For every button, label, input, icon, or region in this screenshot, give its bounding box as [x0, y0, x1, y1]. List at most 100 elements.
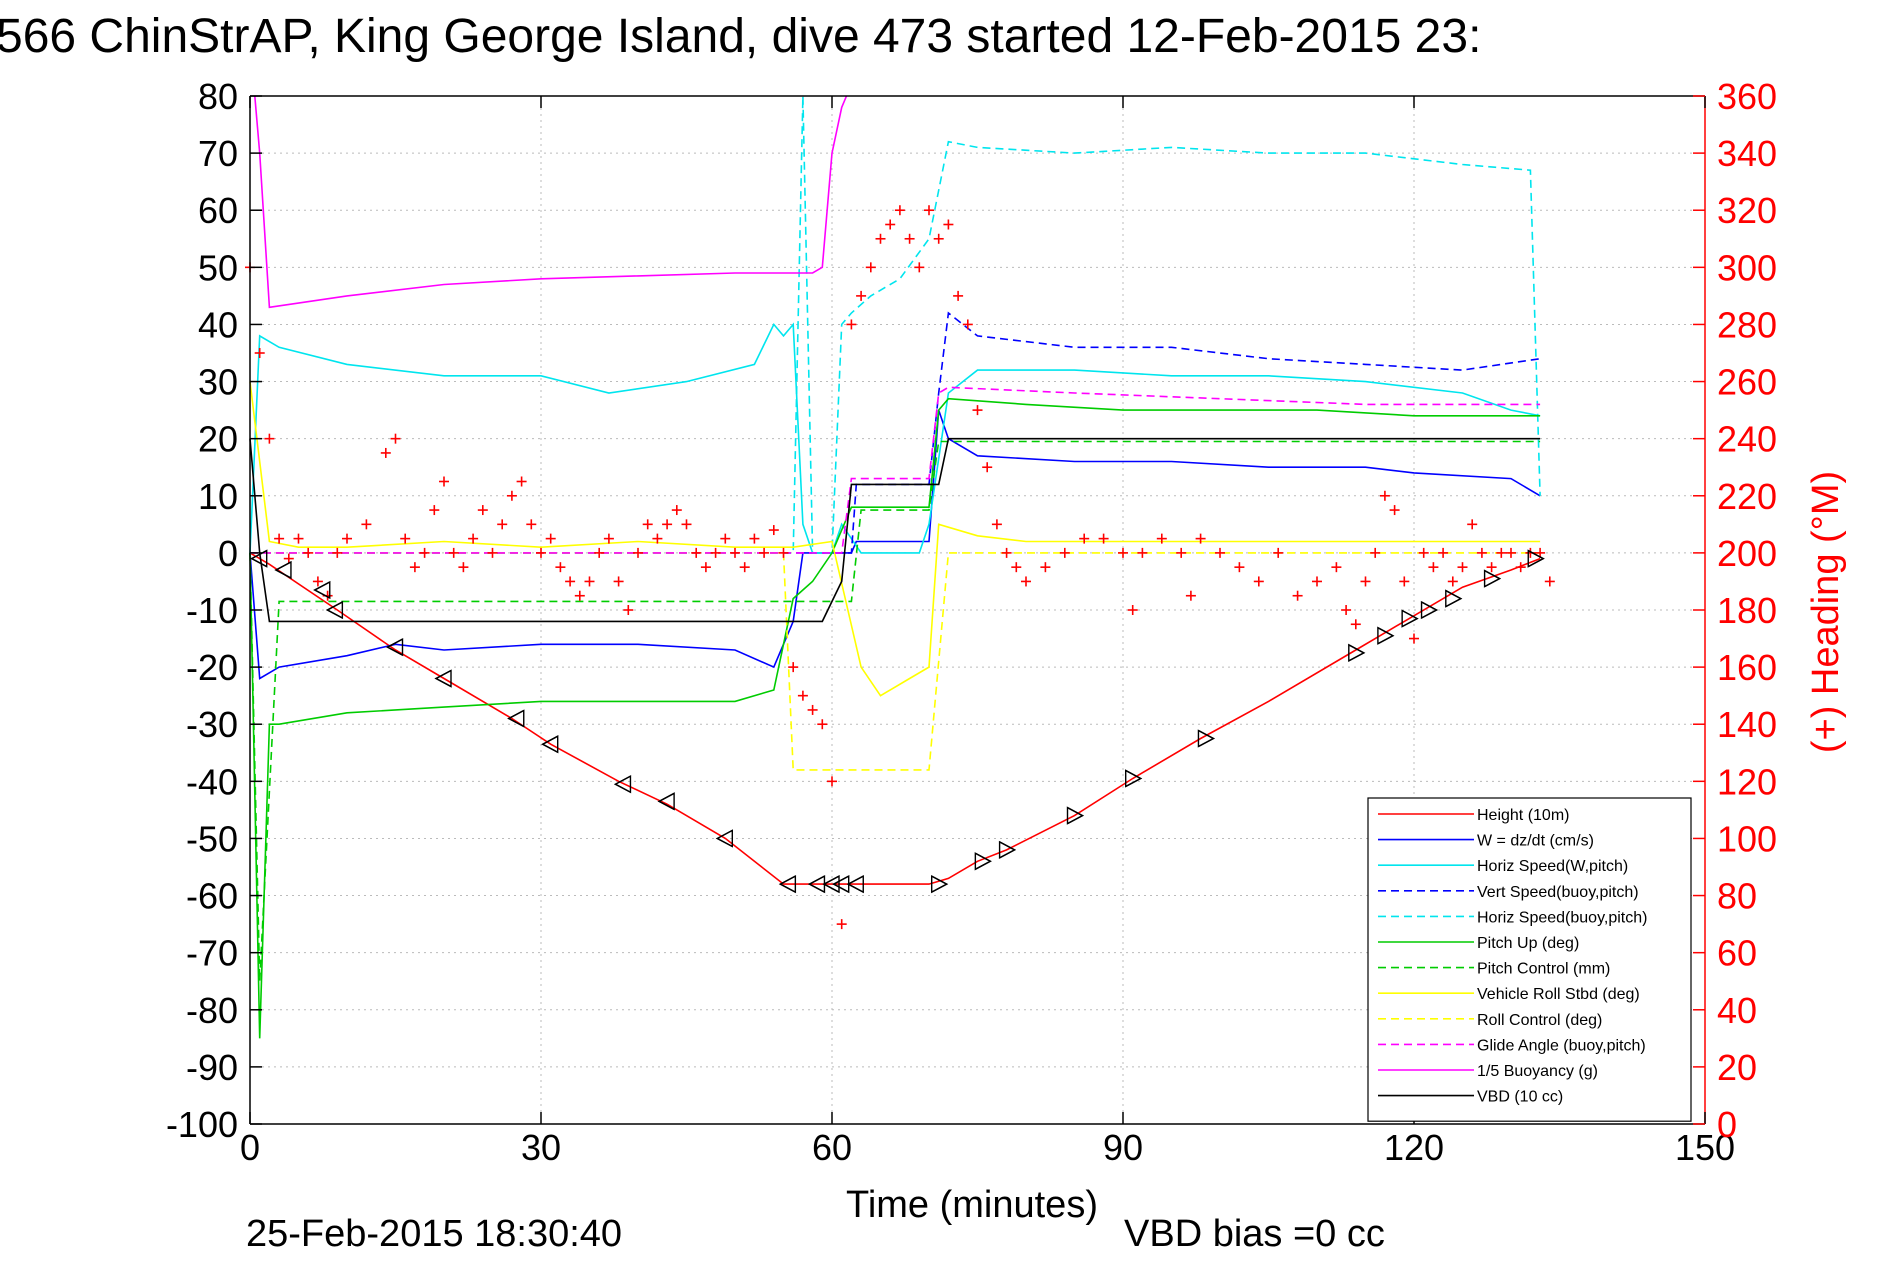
y-tick-label: -30 [186, 704, 238, 745]
y-right-tick-label: 280 [1717, 304, 1777, 345]
triangle-marker [1348, 643, 1366, 662]
heading-marker [894, 205, 905, 216]
heading-marker [361, 519, 372, 530]
heading-marker [991, 519, 1002, 530]
heading-marker [1438, 547, 1449, 558]
footer-vbd-bias: VBD bias =0 cc [1124, 1213, 1385, 1255]
heading-marker [274, 533, 285, 544]
heading-marker [1496, 547, 1507, 558]
y-tick-label: -10 [186, 590, 238, 631]
x-tick-label: 150 [1675, 1127, 1735, 1168]
y-right-tick-label: 80 [1717, 876, 1757, 917]
legend-label: W = dz/dt (cm/s) [1477, 833, 1594, 850]
y-tick-label: -90 [186, 1047, 238, 1088]
heading-marker [1127, 605, 1138, 615]
legend-label: Glide Angle (buoy,pitch) [1477, 1037, 1646, 1054]
heading-marker [293, 533, 304, 544]
heading-marker [1176, 547, 1187, 558]
heading-marker [904, 233, 915, 244]
heading-marker [555, 562, 566, 573]
heading-marker [439, 476, 449, 487]
heading-marker [1185, 590, 1196, 601]
heading-marker [390, 433, 401, 444]
heading-marker [1234, 562, 1245, 573]
heading-marker [303, 547, 314, 558]
y-tick-label: 60 [198, 190, 238, 231]
triangle-marker [1124, 769, 1143, 788]
heading-marker [603, 533, 614, 544]
y-right-tick-label: 300 [1717, 247, 1777, 288]
heading-marker [380, 447, 391, 458]
legend-box [1367, 797, 1692, 1122]
legend-label: Pitch Control (mm) [1477, 961, 1610, 978]
heading-marker [846, 319, 857, 330]
x-tick-label: 90 [1103, 1127, 1143, 1168]
heading-marker [1098, 533, 1109, 544]
heading-marker [254, 348, 265, 358]
heading-marker [856, 290, 867, 301]
heading-marker [545, 533, 556, 544]
heading-marker [836, 919, 847, 930]
heading-marker [885, 219, 896, 230]
heading-marker [1418, 547, 1429, 558]
heading-marker [1409, 633, 1419, 644]
heading-marker [1350, 619, 1361, 630]
y-right-tick-label: 120 [1717, 761, 1777, 802]
triangle-marker [507, 709, 525, 728]
heading-marker [691, 547, 702, 558]
heading-marker [1360, 576, 1371, 587]
y-tick-label: 70 [198, 133, 238, 174]
legend-label: Roll Control (deg) [1477, 1012, 1602, 1029]
series-line [254, 95, 848, 309]
heading-marker [943, 219, 954, 230]
heading-marker [982, 462, 993, 473]
x-tick-label: 0 [240, 1127, 260, 1168]
heading-marker [768, 525, 779, 536]
heading-marker [1011, 562, 1022, 573]
heading-marker [1331, 562, 1342, 573]
heading-marker [409, 562, 420, 573]
heading-marker [497, 519, 508, 530]
heading-marker [1137, 547, 1148, 558]
y-tick-label: -50 [186, 818, 238, 859]
y-right-tick-label: 140 [1717, 704, 1777, 745]
heading-marker [1312, 576, 1322, 587]
legend-label: Vert Speed(buoy,pitch) [1477, 884, 1639, 901]
heading-marker [1457, 562, 1468, 573]
heading-marker [924, 205, 934, 216]
y-tick-label: 30 [198, 362, 238, 403]
triangle-marker [931, 874, 949, 894]
triangle-marker [657, 792, 675, 811]
y-tick-label: -70 [186, 933, 238, 974]
y-right-tick-label: 260 [1717, 362, 1777, 403]
heading-marker [827, 776, 837, 787]
heading-marker [759, 547, 770, 558]
heading-marker [1515, 562, 1526, 573]
y-tick-label: -40 [186, 761, 238, 802]
heading-marker [594, 547, 605, 558]
heading-marker [1341, 605, 1352, 615]
heading-marker [865, 262, 876, 273]
heading-marker [1292, 590, 1303, 601]
heading-marker [1273, 547, 1284, 558]
heading-marker [788, 662, 799, 673]
triangle-marker [613, 775, 632, 794]
heading-marker [506, 490, 517, 501]
y-tick-label: 40 [198, 304, 238, 345]
heading-marker [1079, 533, 1090, 544]
x-tick-label: 30 [521, 1127, 561, 1168]
triangle-marker [1483, 569, 1502, 588]
triangle-marker [1420, 600, 1439, 620]
heading-marker [662, 519, 673, 530]
heading-marker [972, 405, 983, 416]
heading-marker [283, 553, 294, 564]
heading-marker [429, 505, 440, 516]
heading-marker [516, 476, 527, 487]
triangle-marker [1445, 589, 1463, 608]
y-tick-label: -60 [186, 876, 238, 917]
heading-marker [448, 547, 459, 558]
x-tick-label: 60 [812, 1127, 852, 1168]
y-right-tick-label: 100 [1717, 818, 1777, 859]
series-line [250, 552, 1541, 771]
triangle-marker [1197, 729, 1215, 748]
